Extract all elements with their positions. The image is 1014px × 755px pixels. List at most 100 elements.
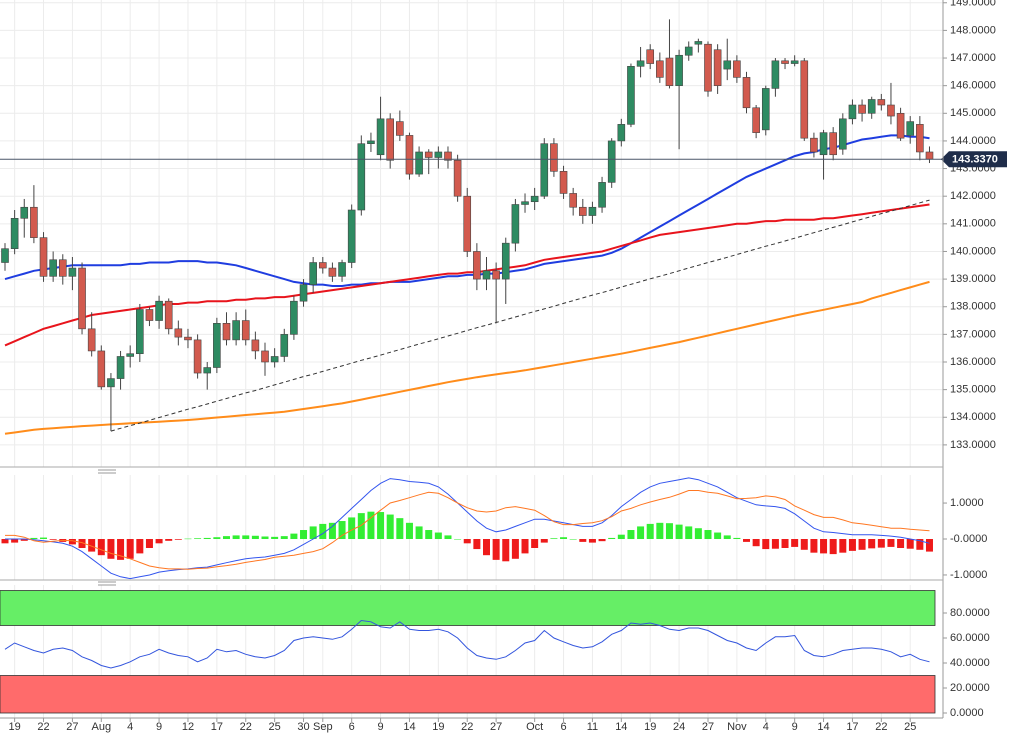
candle-body <box>540 143 549 197</box>
histogram-bar <box>213 537 221 540</box>
histogram-bar <box>608 537 616 540</box>
candle-body <box>656 60 664 78</box>
candle-body <box>367 140 375 144</box>
histogram-bar <box>714 532 722 540</box>
candle-body <box>270 356 279 363</box>
histogram-bar <box>752 539 760 547</box>
candle-body <box>771 60 780 89</box>
candle-body <box>174 328 183 338</box>
histogram-bar <box>925 539 933 552</box>
histogram-bar <box>377 512 385 540</box>
x-tick-label: 30 <box>297 721 309 733</box>
candle-body <box>280 334 289 357</box>
candle-body <box>636 60 645 67</box>
y-tick-label: 140.0000 <box>950 245 996 257</box>
candle-body <box>347 209 356 263</box>
histogram-bar <box>829 539 837 555</box>
x-tick-label: 11 <box>587 721 598 733</box>
candle-body <box>463 195 472 252</box>
y-tick-label: 149.0000 <box>950 0 996 9</box>
candle-body <box>107 378 115 388</box>
histogram-bar <box>232 535 240 540</box>
histogram-bar <box>454 539 462 540</box>
y-tick-label: 60.0000 <box>950 632 990 644</box>
candle-body <box>1 248 9 263</box>
histogram-bar <box>637 526 645 540</box>
y-tick-label: 135.0000 <box>950 384 996 396</box>
histogram-bar <box>405 522 413 540</box>
histogram-bar <box>617 534 625 540</box>
y-tick-label: 134.0000 <box>950 411 996 423</box>
indicator-line <box>4 134 930 287</box>
histogram-bar <box>203 537 211 540</box>
histogram-bar <box>338 521 346 540</box>
histogram-bar <box>521 539 529 554</box>
histogram-bar <box>531 539 539 548</box>
candle-body <box>906 121 915 136</box>
resize-handle[interactable] <box>98 581 116 586</box>
histogram-bar <box>733 537 741 540</box>
histogram-bar <box>434 532 442 540</box>
histogram-bar <box>20 539 28 541</box>
candle-body <box>232 320 240 341</box>
y-tick-label: -1.0000 <box>950 569 987 581</box>
x-tick-label: 27 <box>702 721 714 733</box>
candle-body <box>559 171 568 194</box>
histogram-bar <box>781 539 789 548</box>
candle-body <box>318 262 327 269</box>
histogram-bar <box>78 539 86 548</box>
x-tick-label: 14 <box>615 721 627 733</box>
histogram-bar <box>328 522 336 540</box>
candle-body <box>299 284 308 302</box>
y-tick-label: 139.0000 <box>950 273 996 285</box>
histogram-bar <box>588 539 596 543</box>
histogram-bar <box>348 517 356 540</box>
x-tick-label: Sep <box>313 721 333 733</box>
candle-body <box>116 356 125 379</box>
candle-body <box>396 121 404 136</box>
histogram-bar <box>473 539 481 550</box>
candle-body <box>97 350 106 388</box>
candle-body <box>222 323 231 341</box>
x-tick-label: 17 <box>846 721 858 733</box>
y-tick-label: 137.0000 <box>950 328 996 340</box>
y-tick-label: 147.0000 <box>950 52 996 64</box>
y-tick-label: 148.0000 <box>950 24 996 36</box>
histogram-bar <box>810 539 818 553</box>
histogram-bar <box>483 539 490 556</box>
candle-body <box>848 104 857 120</box>
histogram-bar <box>222 536 230 540</box>
histogram-bar <box>271 536 279 540</box>
candle-body <box>694 41 703 45</box>
y-tick-label: 142.0000 <box>950 190 996 202</box>
histogram-bar <box>136 539 144 554</box>
candle-body <box>58 259 67 277</box>
candle-body <box>665 57 674 86</box>
x-tick-label: 22 <box>37 721 49 733</box>
histogram-bar <box>309 526 317 540</box>
x-tick-label: 17 <box>211 721 223 733</box>
histogram-bar <box>184 538 192 540</box>
candle-body <box>598 182 606 208</box>
candle-body <box>415 151 423 175</box>
candle-body <box>578 206 587 216</box>
indicator-line <box>5 490 930 570</box>
histogram-bar <box>858 539 866 550</box>
zone <box>0 675 936 714</box>
histogram-bar <box>261 536 269 540</box>
candle-body <box>569 193 577 208</box>
candle-body <box>213 323 221 368</box>
candle-body <box>790 60 799 64</box>
y-tick-label: 144.0000 <box>950 135 996 147</box>
histogram-bar <box>877 539 885 548</box>
histogram-bar <box>174 539 182 540</box>
histogram-bar <box>30 537 38 540</box>
resize-handle[interactable] <box>98 469 116 474</box>
y-tick-label: 133.0000 <box>950 439 996 451</box>
histogram-bar <box>839 539 847 553</box>
candle-body <box>684 46 693 56</box>
x-tick-label: 6 <box>349 721 355 733</box>
candle-body <box>309 262 317 285</box>
histogram-bar <box>791 539 799 547</box>
candle-body <box>444 151 452 161</box>
